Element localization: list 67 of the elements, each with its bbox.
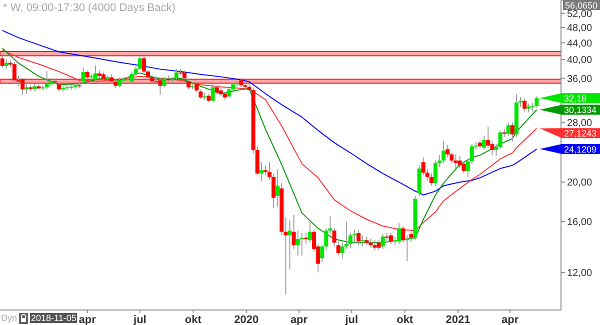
y-tick-label: 12,00: [567, 268, 592, 279]
candlestick: [534, 96, 539, 108]
chart-title: * W, 09:00-17:30 (4000 Days Back): [3, 2, 176, 14]
line-series: [2, 30, 538, 196]
candlestick: [162, 76, 166, 88]
annotation: 24,1209: [564, 144, 597, 155]
candlestick: [24, 84, 29, 94]
candlestick: [296, 230, 300, 256]
x-tick-label: apr: [502, 314, 520, 325]
candlestick: [0, 55, 4, 68]
candlestick: [214, 84, 219, 96]
y-tick-label: 56,0650: [565, 0, 598, 10]
candlestick: [498, 130, 502, 149]
candlestick: [259, 162, 264, 182]
candlestick: [56, 81, 61, 92]
candlestick: [522, 98, 527, 112]
candlestick: [506, 122, 510, 136]
candlestick: [174, 68, 178, 80]
candlestick: [186, 78, 191, 90]
y-tick-label: 16,00: [567, 217, 592, 228]
candlestick: [44, 70, 49, 90]
x-tick-label: okt: [184, 314, 202, 325]
text: Dyn: [1, 313, 18, 323]
candlestick: [263, 164, 268, 176]
x-tick-label: 2021: [446, 314, 470, 325]
candlestick: [118, 76, 122, 88]
x-tick-label: apr: [78, 314, 97, 325]
candlestick: [308, 218, 312, 244]
candlestick: [442, 140, 446, 164]
candlestick: [20, 78, 25, 96]
candlestick: [114, 78, 118, 88]
candlestick: [360, 234, 365, 247]
candlestick: [210, 82, 215, 102]
y-tick-label: 52,00: [567, 8, 592, 20]
candlestick: [352, 228, 357, 244]
candlestick: [372, 240, 377, 251]
candlestick: [4, 59, 8, 70]
candlestick: [158, 78, 162, 96]
x-tick-label: apr: [290, 314, 308, 325]
candlestick: [494, 144, 498, 156]
annotation: 30,1334: [564, 105, 597, 116]
candlestick: [12, 61, 16, 82]
annotation: 32,18: [564, 94, 587, 104]
candlestick: [81, 67, 86, 84]
candlestick: [380, 234, 385, 250]
candlestick: [429, 173, 434, 186]
candlestick: [356, 230, 361, 246]
y-tick-label: 48,00: [567, 22, 592, 34]
candlestick: [388, 232, 393, 244]
text: 2018-11-05: [30, 313, 78, 323]
y-tick-label: 36,00: [567, 74, 592, 85]
y-tick-label: 40,00: [567, 55, 592, 66]
annotation: 27,1243: [564, 128, 597, 139]
x-tick-label: jul: [132, 314, 146, 325]
x-tick-label: okt: [396, 314, 414, 325]
candlestick: [300, 232, 304, 256]
candlestick: [510, 122, 514, 142]
y-tick-label: 20,00: [567, 178, 592, 189]
y-tick-label: 28,00: [567, 118, 592, 130]
candlestick: [397, 222, 402, 244]
candlestick: [93, 65, 98, 82]
candlestick: [454, 154, 458, 170]
x-tick-label: jul: [344, 314, 358, 325]
y-tick-label: 44,00: [567, 38, 592, 50]
x-tick-label: 2020: [234, 314, 259, 325]
candlestick: [239, 78, 244, 88]
candlestick: [304, 232, 308, 244]
